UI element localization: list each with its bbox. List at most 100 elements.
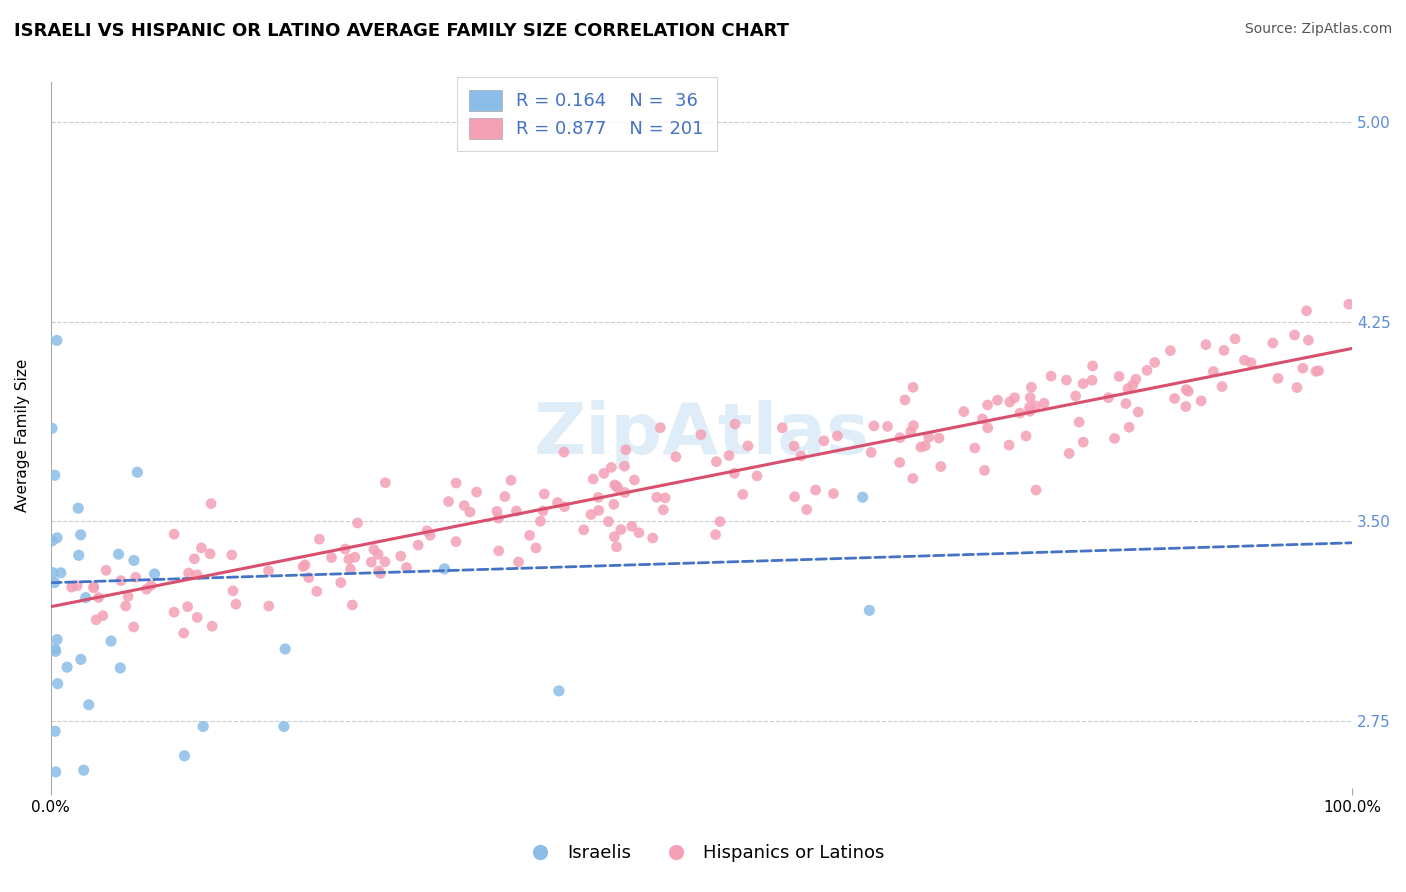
Point [494, 490, 516, 504]
Point [508, 555, 530, 569]
Point [360, 555, 382, 569]
Point [598, 515, 620, 529]
Point [1223, 332, 1246, 346]
Point [1174, 400, 1197, 414]
Point [553, 500, 575, 514]
Point [339, 562, 361, 576]
Point [723, 467, 745, 481]
Point [654, 491, 676, 505]
Point [903, 418, 925, 433]
Point [613, 485, 636, 500]
Point [1292, 361, 1315, 376]
Point [783, 439, 806, 453]
Point [186, 567, 208, 582]
Point [1298, 333, 1320, 347]
Point [1064, 389, 1087, 403]
Point [1118, 420, 1140, 434]
Point [183, 551, 205, 566]
Point [1004, 391, 1026, 405]
Point [709, 515, 731, 529]
Point [335, 542, 357, 557]
Point [200, 497, 222, 511]
Point [1285, 380, 1308, 394]
Point [613, 459, 636, 474]
Point [600, 460, 623, 475]
Point [901, 471, 924, 485]
Point [46, 632, 69, 647]
Point [863, 418, 886, 433]
Point [553, 445, 575, 459]
Point [294, 558, 316, 572]
Point [603, 530, 626, 544]
Point [198, 547, 221, 561]
Point [889, 431, 911, 445]
Point [796, 502, 818, 516]
Point [406, 538, 429, 552]
Point [718, 449, 741, 463]
Point [1081, 373, 1104, 387]
Point [1008, 406, 1031, 420]
Point [858, 603, 880, 617]
Point [976, 421, 998, 435]
Point [343, 550, 366, 565]
Point [813, 434, 835, 448]
Point [547, 684, 569, 698]
Point [75, 591, 97, 605]
Point [860, 445, 883, 459]
Point [1213, 343, 1236, 358]
Point [1159, 343, 1181, 358]
Point [572, 523, 595, 537]
Point [1025, 483, 1047, 497]
Point [706, 455, 728, 469]
Point [201, 619, 224, 633]
Y-axis label: Average Family Size: Average Family Size [15, 359, 30, 512]
Legend: R = 0.164    N =  36, R = 0.877    N = 201: R = 0.164 N = 36, R = 0.877 N = 201 [457, 77, 717, 152]
Point [1163, 392, 1185, 406]
Point [627, 525, 650, 540]
Point [337, 552, 360, 566]
Point [1175, 383, 1198, 397]
Point [1295, 303, 1317, 318]
Point [603, 478, 626, 492]
Point [374, 555, 396, 569]
Point [87, 591, 110, 605]
Point [83, 580, 105, 594]
Point [46, 676, 69, 690]
Point [190, 541, 212, 555]
Point [998, 395, 1021, 409]
Point [1125, 372, 1147, 386]
Point [620, 519, 643, 533]
Point [505, 504, 527, 518]
Point [60, 580, 83, 594]
Point [135, 582, 157, 597]
Point [928, 431, 950, 445]
Point [804, 483, 827, 497]
Point [44, 468, 66, 483]
Point [143, 566, 166, 581]
Point [998, 438, 1021, 452]
Point [1136, 363, 1159, 377]
Point [321, 550, 343, 565]
Point [1081, 359, 1104, 373]
Point [1116, 382, 1139, 396]
Point [1240, 356, 1263, 370]
Point [770, 421, 793, 435]
Point [419, 528, 441, 542]
Point [900, 425, 922, 439]
Point [499, 473, 522, 487]
Point [1069, 415, 1091, 429]
Point [305, 584, 328, 599]
Point [370, 566, 392, 581]
Point [83, 581, 105, 595]
Point [122, 553, 145, 567]
Point [963, 441, 986, 455]
Point [1057, 446, 1080, 460]
Point [1040, 369, 1063, 384]
Point [1143, 355, 1166, 369]
Point [444, 476, 467, 491]
Point [972, 412, 994, 426]
Point [110, 574, 132, 588]
Point [458, 505, 481, 519]
Point [45, 764, 67, 779]
Point [704, 527, 727, 541]
